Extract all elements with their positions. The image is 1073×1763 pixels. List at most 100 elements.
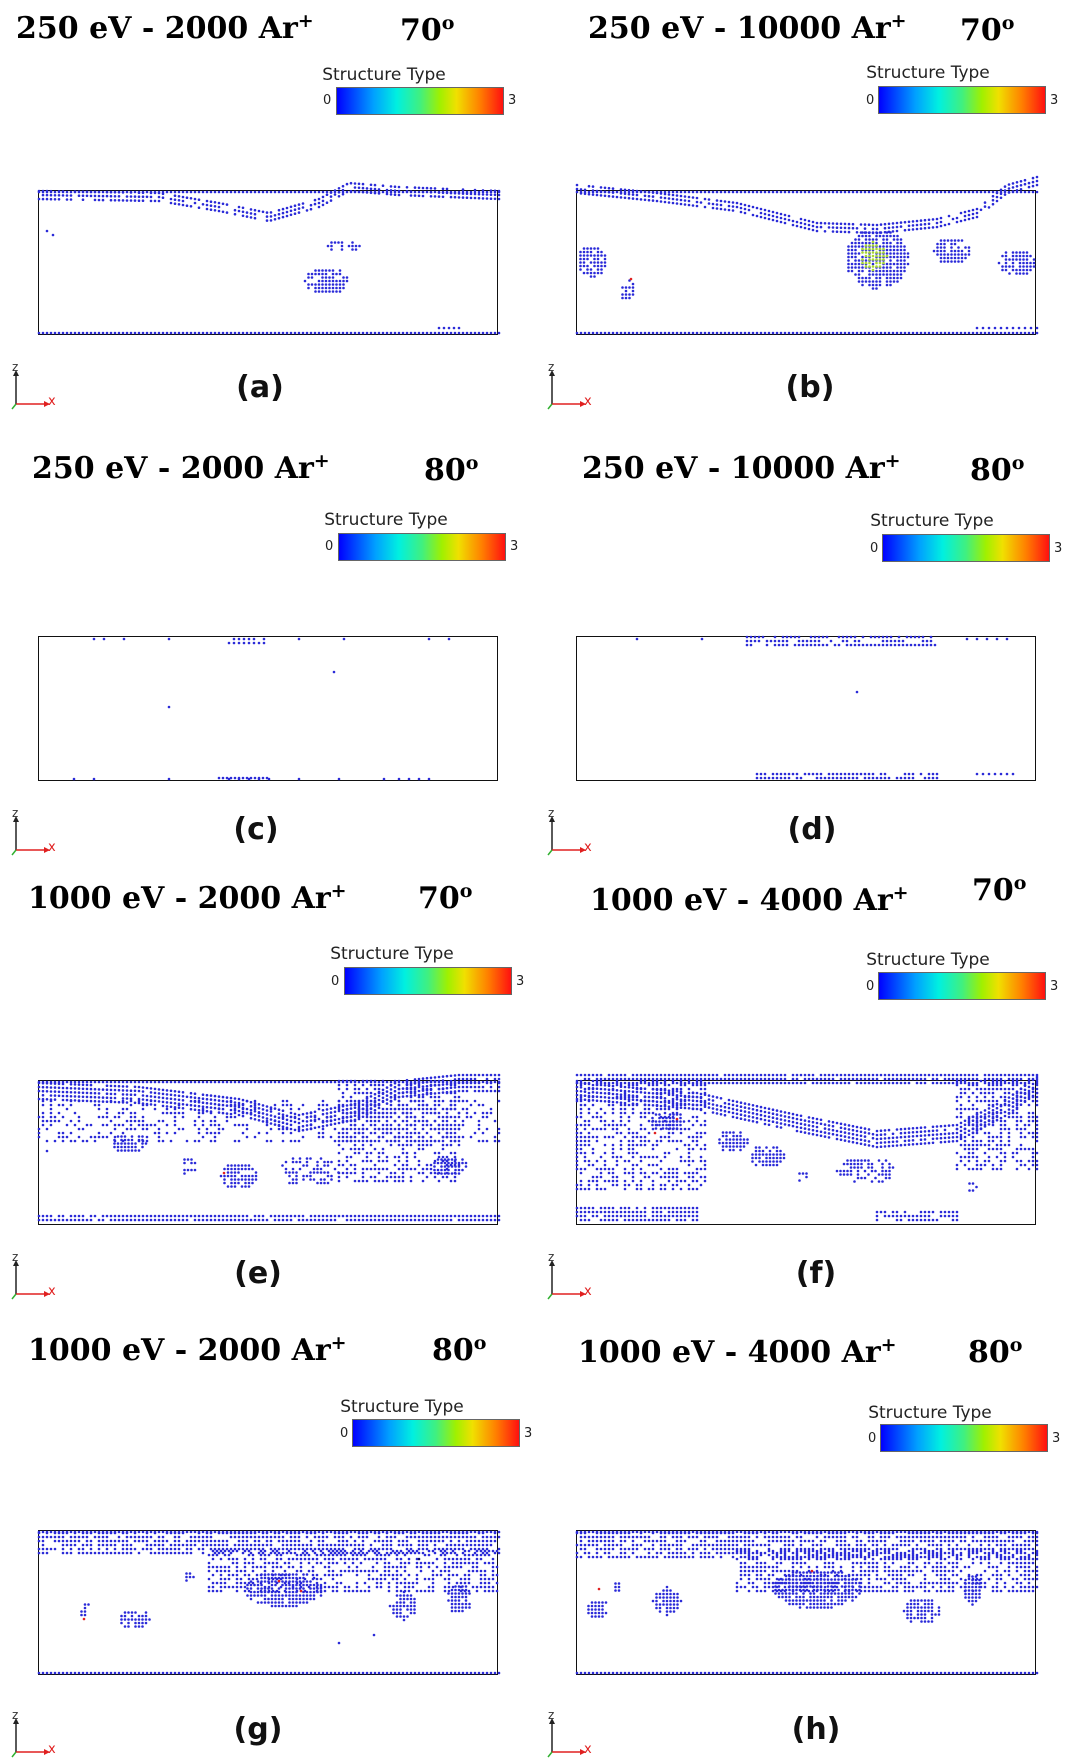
axis-triad: z x <box>10 806 70 856</box>
incidence-angle: 70o <box>972 872 1026 908</box>
z-axis-label: z <box>548 360 554 374</box>
colorbar-min: 0 <box>340 1426 348 1441</box>
panel-label: (c) <box>216 812 296 847</box>
colorbar-min: 0 <box>323 93 331 108</box>
z-axis-label: z <box>12 1250 18 1264</box>
colorbar <box>352 1419 520 1447</box>
colorbar-title: Structure Type <box>302 1397 502 1417</box>
panel-c: 250 eV - 2000 Ar+ 80o Structure Type 0 3… <box>0 440 536 880</box>
panel-title: 1000 eV - 4000 Ar+ <box>590 882 909 918</box>
z-axis-label: z <box>548 806 554 820</box>
panel-f: 1000 eV - 4000 Ar+ 70o Structure Type 0 … <box>536 880 1072 1320</box>
colorbar <box>336 87 504 115</box>
colorbar-max: 3 <box>510 539 518 554</box>
panel-h: 1000 eV - 4000 Ar+ 80o Structure Type 0 … <box>536 1320 1072 1760</box>
panel-title: 250 eV - 10000 Ar+ <box>588 10 907 46</box>
panel-b: 250 eV - 10000 Ar+ 70o Structure Type 0 … <box>536 0 1072 440</box>
colorbar-max: 3 <box>524 1426 532 1441</box>
axis-triad: z x <box>10 1708 70 1758</box>
colorbar-title: Structure Type <box>830 1403 1030 1423</box>
axis-triad: z x <box>546 1708 606 1758</box>
axis-triad: z x <box>10 360 70 410</box>
colorbar <box>344 967 512 995</box>
colorbar-title: Structure Type <box>292 944 492 964</box>
panel-title: 1000 eV - 2000 Ar+ <box>28 1332 347 1368</box>
colorbar-title: Structure Type <box>832 511 1032 531</box>
panel-label: (g) <box>218 1712 298 1747</box>
atom-plot <box>29 1511 509 1696</box>
panel-label: (h) <box>776 1712 856 1747</box>
panel-title: 1000 eV - 2000 Ar+ <box>28 880 347 916</box>
x-axis-label: x <box>584 840 592 855</box>
panel-a: 250 eV - 2000 Ar+ 70o Structure Type 0 3… <box>0 0 536 440</box>
panel-d: 250 eV - 10000 Ar+ 80o Structure Type 0 … <box>536 440 1072 880</box>
incidence-angle: 70o <box>400 12 454 48</box>
simulation-cell <box>38 190 498 335</box>
panel-label: (f) <box>776 1256 856 1291</box>
colorbar-min: 0 <box>331 974 339 989</box>
colorbar <box>882 534 1050 562</box>
axis-triad: z x <box>546 806 606 856</box>
axis-triad: z x <box>10 1250 70 1300</box>
atom-plot <box>29 617 509 802</box>
x-axis-label: x <box>48 840 56 855</box>
z-axis-label: z <box>548 1708 554 1722</box>
axis-triad: z x <box>546 360 606 410</box>
panel-label: (a) <box>220 370 300 405</box>
colorbar <box>338 533 506 561</box>
incidence-angle: 80o <box>432 1332 486 1368</box>
panel-title: 1000 eV - 4000 Ar+ <box>578 1334 897 1370</box>
incidence-angle: 80o <box>970 452 1024 488</box>
colorbar-max: 3 <box>1052 1431 1060 1446</box>
z-axis-label: z <box>12 1708 18 1722</box>
panel-label: (e) <box>218 1256 298 1291</box>
z-axis-label: z <box>12 806 18 820</box>
colorbar-min: 0 <box>325 539 333 554</box>
incidence-angle: 80o <box>968 1334 1022 1370</box>
x-axis-label: x <box>584 394 592 409</box>
simulation-cell <box>38 1080 498 1225</box>
simulation-cell <box>576 190 1036 335</box>
colorbar-max: 3 <box>1050 93 1058 108</box>
colorbar-title: Structure Type <box>828 63 1028 83</box>
simulation-cell <box>576 1530 1036 1675</box>
z-axis-label: z <box>12 360 18 374</box>
atom-plot <box>567 1061 1047 1246</box>
colorbar <box>878 86 1046 114</box>
atom-plot <box>29 171 509 356</box>
simulation-cell <box>576 1080 1036 1225</box>
colorbar-max: 3 <box>1054 541 1062 556</box>
panel-title: 250 eV - 2000 Ar+ <box>16 10 314 46</box>
colorbar-title: Structure Type <box>286 510 486 530</box>
incidence-angle: 70o <box>960 12 1014 48</box>
panel-label: (b) <box>770 370 850 405</box>
atom-plot <box>567 617 1047 802</box>
incidence-angle: 80o <box>424 452 478 488</box>
colorbar-max: 3 <box>508 93 516 108</box>
x-axis-label: x <box>48 1742 56 1757</box>
panel-title: 250 eV - 2000 Ar+ <box>32 450 330 486</box>
atom-plot <box>567 1511 1047 1696</box>
atom-plot <box>567 171 1047 356</box>
colorbar-max: 3 <box>516 974 524 989</box>
panel-label: (d) <box>772 812 852 847</box>
colorbar-min: 0 <box>870 541 878 556</box>
x-axis-label: x <box>584 1742 592 1757</box>
simulation-cell <box>38 1530 498 1675</box>
colorbar-min: 0 <box>866 93 874 108</box>
x-axis-label: x <box>48 394 56 409</box>
colorbar <box>880 1424 1048 1452</box>
axis-triad: z x <box>546 1250 606 1300</box>
x-axis-label: x <box>48 1284 56 1299</box>
colorbar-min: 0 <box>866 979 874 994</box>
atom-plot <box>29 1061 509 1246</box>
colorbar-title: Structure Type <box>284 65 484 85</box>
incidence-angle: 70o <box>418 880 472 916</box>
simulation-cell <box>38 636 498 781</box>
panel-title: 250 eV - 10000 Ar+ <box>582 450 901 486</box>
z-axis-label: z <box>548 1250 554 1264</box>
panel-g: 1000 eV - 2000 Ar+ 80o Structure Type 0 … <box>0 1320 536 1760</box>
x-axis-label: x <box>584 1284 592 1299</box>
simulation-cell <box>576 636 1036 781</box>
colorbar-title: Structure Type <box>828 950 1028 970</box>
